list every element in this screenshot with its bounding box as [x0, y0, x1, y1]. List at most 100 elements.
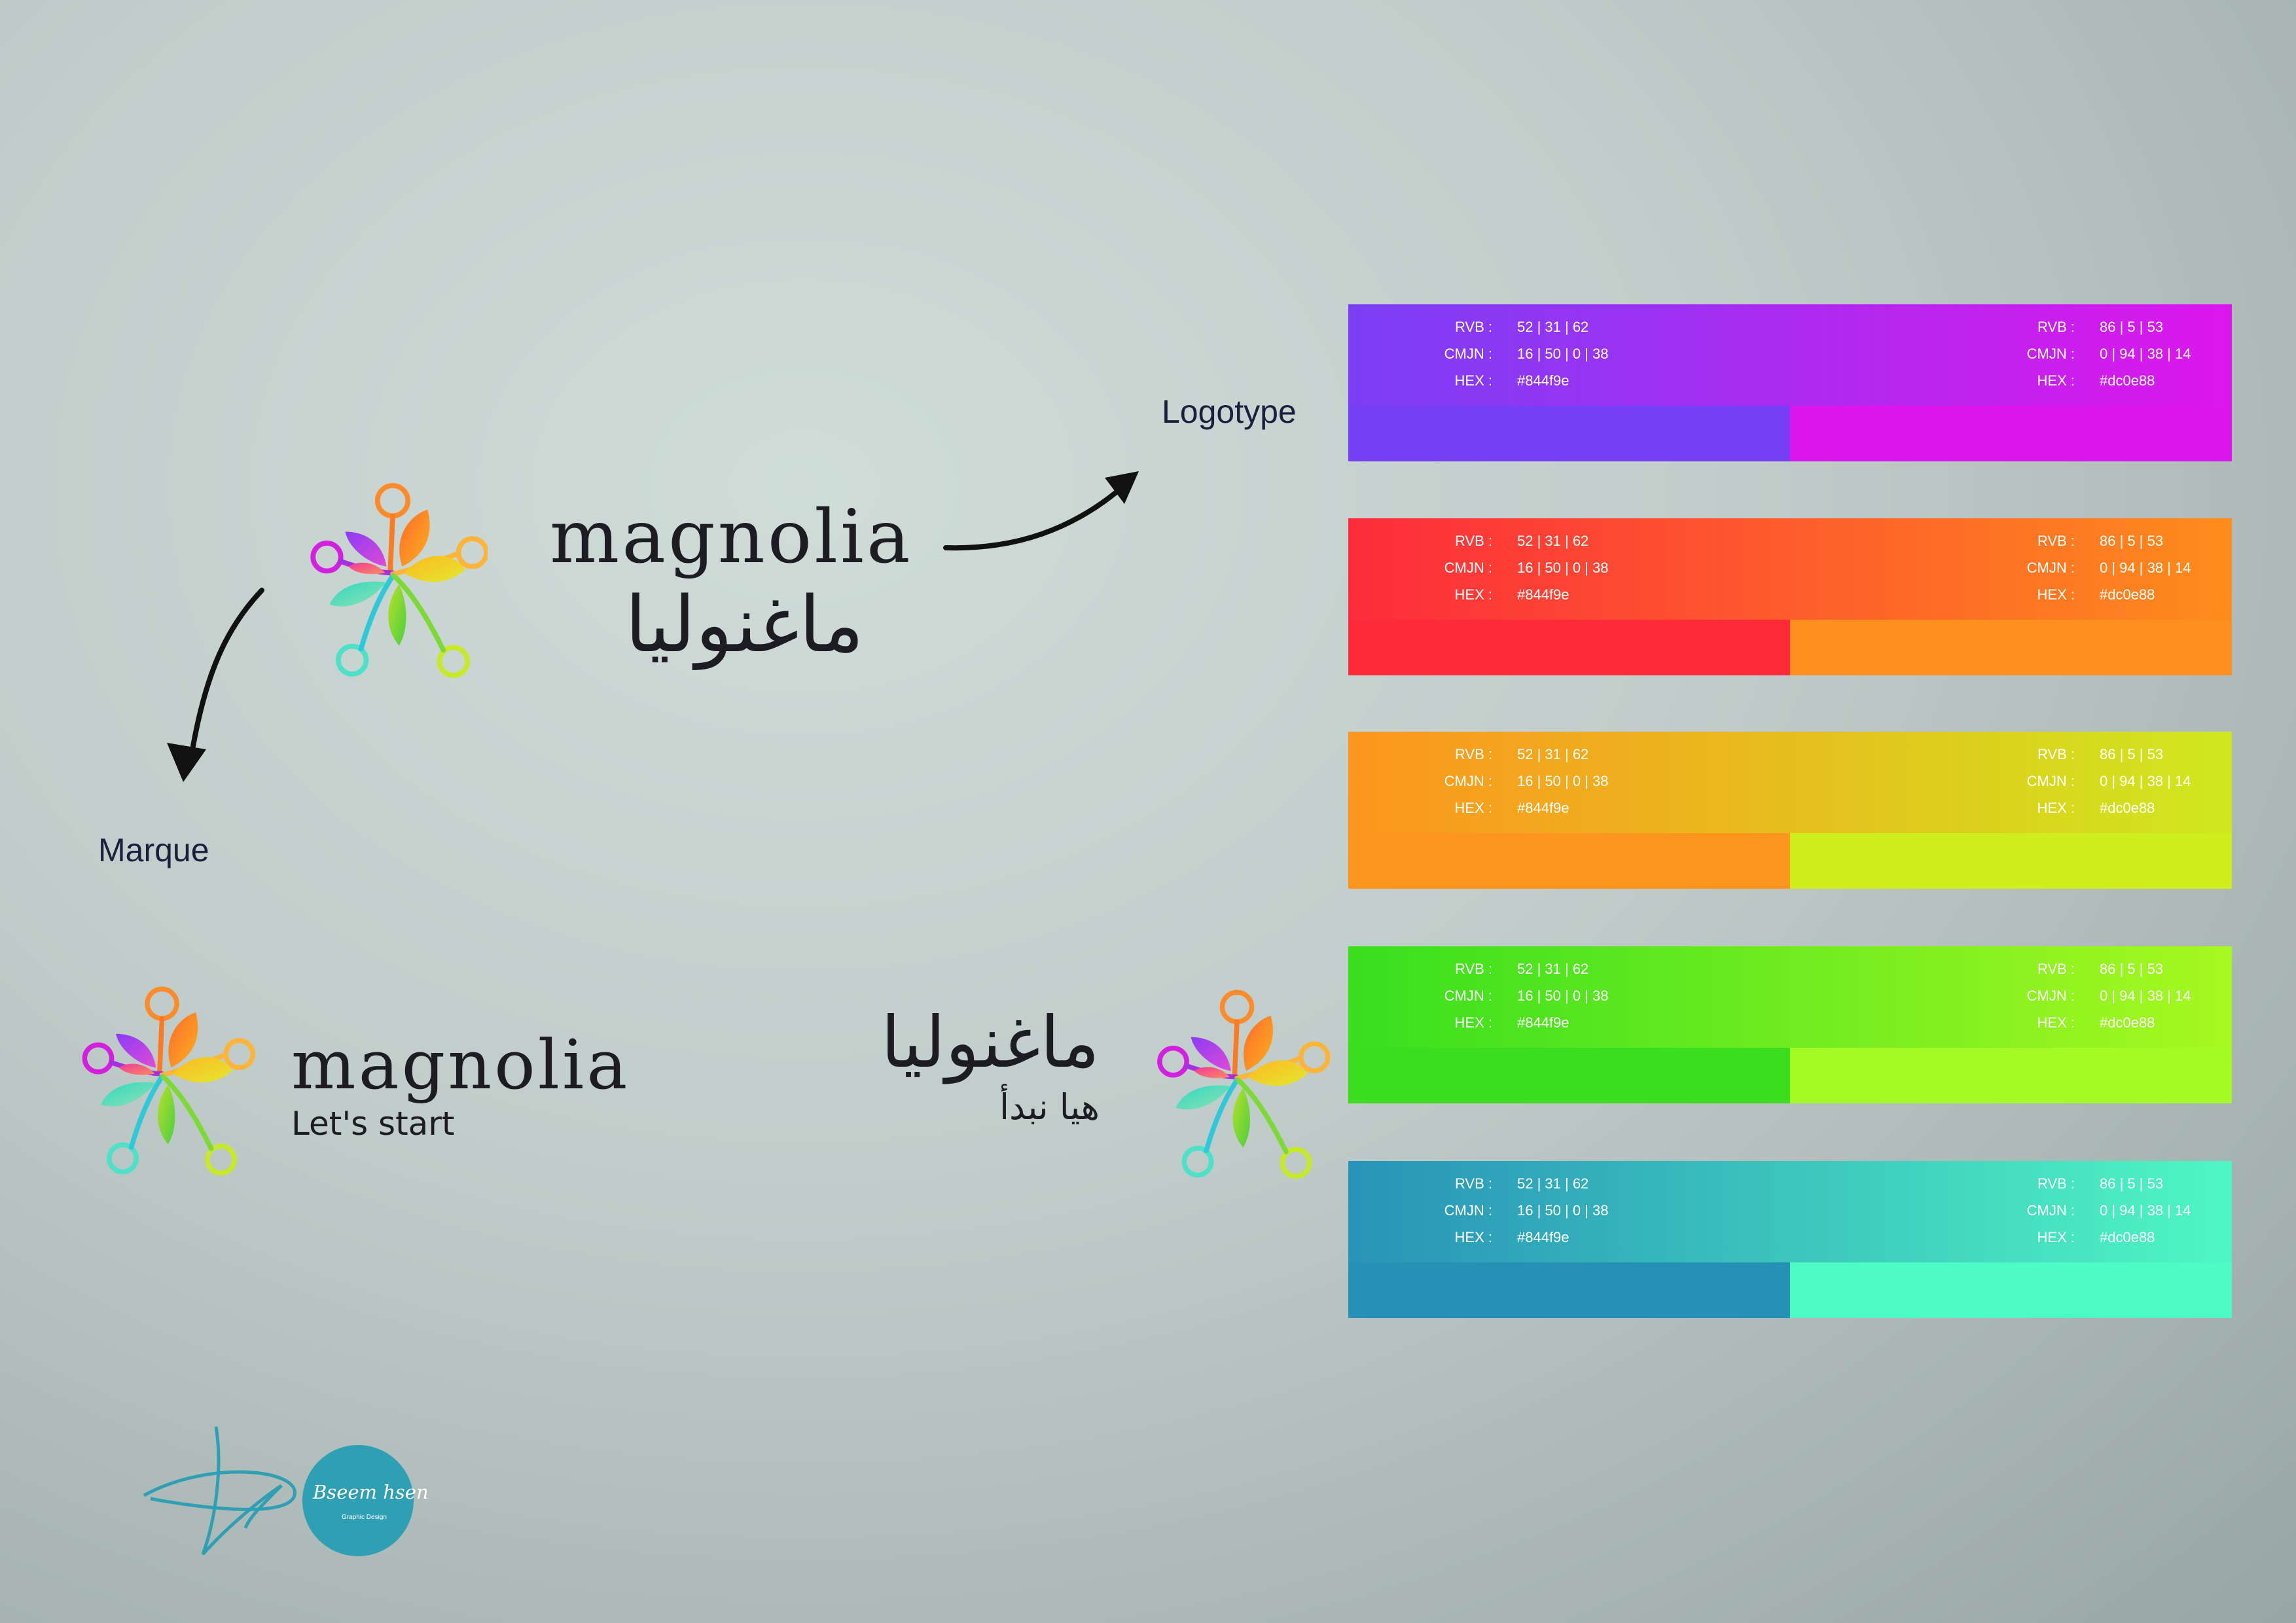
hex-label: HEX : — [2037, 1229, 2075, 1245]
palette-strip: RVB : 52 | 31 | 62 CMJN : 16 | 50 | 0 | 38… — [1348, 946, 2232, 1103]
palette-swatch-right — [1790, 406, 2232, 461]
rvb-value: 52 | 31 | 62 — [1517, 746, 1589, 762]
hex-label: HEX : — [1454, 800, 1492, 816]
marque-label: Marque — [98, 832, 209, 868]
palette-swatch-left — [1348, 1262, 1790, 1318]
hex-label: HEX : — [2037, 586, 2075, 603]
logo-tagline-arabic: هيا نبدأ — [999, 1086, 1100, 1128]
rvb-value: 52 | 31 | 62 — [1517, 1175, 1589, 1192]
palette-values-right: RVB :86 | 5 | 53 CMJN :0 | 94 | 38 | 14 … — [2006, 955, 2191, 1036]
signature-logo: Bseem hsen Graphic Design — [131, 1420, 429, 1564]
cmjn-label: CMJN : — [1444, 1202, 1492, 1219]
logo-wordmark-arabic: ماغنوليا — [625, 579, 864, 669]
cmjn-label: CMJN : — [1444, 346, 1492, 362]
logo-arabic: ماغنوليا هيا نبدأ — [785, 982, 1348, 1185]
flower-logo-icon — [59, 982, 265, 1178]
palette-swatch-left — [1348, 833, 1790, 889]
hex-label: HEX : — [2037, 372, 2075, 389]
palette-gradient — [1348, 518, 2232, 620]
hex-value: #dc0e88 — [2100, 1229, 2155, 1245]
cmjn-value: 0 | 94 | 38 | 14 — [2100, 988, 2191, 1004]
hex-label: HEX : — [2037, 800, 2075, 816]
palette-values-left: RVB : 52 | 31 | 62 CMJN : 16 | 50 | 0 | 38… — [1424, 741, 1609, 821]
hex-value: #dc0e88 — [2100, 1014, 2155, 1031]
rvb-label: RVB : — [2037, 1175, 2075, 1192]
palette-values-right: RVB :86 | 5 | 53 CMJN :0 | 94 | 38 | 14 … — [2006, 527, 2191, 608]
logotype-label: Logotype — [1162, 393, 1297, 430]
hex-value: #844f9e — [1517, 372, 1570, 389]
palette-values-left: RVB : 52 | 31 | 62 CMJN : 16 | 50 | 0 | 38… — [1424, 313, 1609, 394]
cmjn-value: 16 | 50 | 0 | 38 — [1517, 773, 1609, 789]
rvb-label: RVB : — [1454, 319, 1492, 335]
hex-label: HEX : — [2037, 1014, 2075, 1031]
palette-values-left: RVB : 52 | 31 | 62 CMJN : 16 | 50 | 0 | 38… — [1424, 1170, 1609, 1251]
palette-swatch-left — [1348, 620, 1790, 675]
rvb-label: RVB : — [2037, 961, 2075, 977]
rvb-label: RVB : — [1454, 1175, 1492, 1192]
hex-value: #dc0e88 — [2100, 800, 2155, 816]
logo-wordmark-latin: magnolia — [291, 1025, 630, 1105]
cmjn-value: 0 | 94 | 38 | 14 — [2100, 773, 2191, 789]
palette-values-left: RVB : 52 | 31 | 62 CMJN : 16 | 50 | 0 | 38… — [1424, 955, 1609, 1036]
cmjn-value: 16 | 50 | 0 | 38 — [1517, 560, 1609, 576]
palette-strip: RVB : 52 | 31 | 62 CMJN : 16 | 50 | 0 | 38… — [1348, 1161, 2232, 1318]
cmjn-label: CMJN : — [2026, 1202, 2075, 1219]
rvb-label: RVB : — [1454, 961, 1492, 977]
cmjn-value: 16 | 50 | 0 | 38 — [1517, 988, 1609, 1004]
palette-strip: RVB : 52 | 31 | 62 CMJN : 16 | 50 | 0 | 38… — [1348, 732, 2232, 889]
cmjn-label: CMJN : — [2026, 560, 2075, 576]
rvb-label: RVB : — [1454, 746, 1492, 762]
rvb-label: RVB : — [2037, 533, 2075, 549]
cmjn-value: 0 | 94 | 38 | 14 — [2100, 346, 2191, 362]
cmjn-label: CMJN : — [1444, 560, 1492, 576]
palette-gradient — [1348, 304, 2232, 406]
rvb-value: 86 | 5 | 53 — [2100, 533, 2164, 549]
palette-values-right: RVB :86 | 5 | 53 CMJN :0 | 94 | 38 | 14 … — [2006, 741, 2191, 821]
cmjn-label: CMJN : — [1444, 773, 1492, 789]
cmjn-value: 0 | 94 | 38 | 14 — [2100, 560, 2191, 576]
logo-wordmark-arabic: ماغنوليا — [880, 1002, 1100, 1084]
flower-logo-icon — [298, 474, 488, 684]
cmjn-value: 16 | 50 | 0 | 38 — [1517, 346, 1609, 362]
rvb-label: RVB : — [2037, 319, 2075, 335]
rvb-value: 52 | 31 | 62 — [1517, 533, 1589, 549]
hex-label: HEX : — [1454, 372, 1492, 389]
palette-swatch-right — [1790, 1262, 2232, 1318]
logo-wordmark-latin: magnolia — [550, 495, 913, 580]
rvb-value: 86 | 5 | 53 — [2100, 319, 2164, 335]
palette-swatch-right — [1790, 1048, 2232, 1103]
flower-logo-icon — [1139, 985, 1335, 1181]
hex-value: #dc0e88 — [2100, 586, 2155, 603]
palette-swatch-right — [1790, 620, 2232, 675]
rvb-value: 52 | 31 | 62 — [1517, 319, 1589, 335]
rvb-value: 86 | 5 | 53 — [2100, 961, 2164, 977]
hex-label: HEX : — [1454, 586, 1492, 603]
rvb-value: 86 | 5 | 53 — [2100, 1175, 2164, 1192]
palette-values-right: RVB :86 | 5 | 53 CMJN :0 | 94 | 38 | 14 … — [2006, 1170, 2191, 1251]
cmjn-label: CMJN : — [2026, 346, 2075, 362]
palette-gradient — [1348, 946, 2232, 1048]
palette-strip: RVB : 52 | 31 | 62 CMJN : 16 | 50 | 0 | 38… — [1348, 304, 2232, 461]
hex-value: #dc0e88 — [2100, 372, 2155, 389]
palette-swatch-left — [1348, 1048, 1790, 1103]
palette-gradient — [1348, 732, 2232, 833]
hex-label: HEX : — [1454, 1014, 1492, 1031]
hex-label: HEX : — [1454, 1229, 1492, 1245]
signature-name: Bseem hsen — [313, 1481, 429, 1503]
cmjn-label: CMJN : — [1444, 988, 1492, 1004]
signature-scribble-icon — [143, 1426, 296, 1556]
arrow-to-marque-icon — [167, 588, 264, 782]
hex-value: #844f9e — [1517, 1014, 1570, 1031]
palette-values-left: RVB : 52 | 31 | 62 CMJN : 16 | 50 | 0 | 38… — [1424, 527, 1609, 608]
cmjn-label: CMJN : — [2026, 988, 2075, 1004]
rvb-label: RVB : — [2037, 746, 2075, 762]
signature-sub: Graphic Design — [342, 1514, 387, 1521]
palette-swatch-right — [1790, 833, 2232, 889]
logo-horizontal: magnolia Let's start — [59, 982, 627, 1185]
palette-strip: RVB : 52 | 31 | 62 CMJN : 16 | 50 | 0 | 38… — [1348, 518, 2232, 675]
arrow-to-logotype-icon — [943, 471, 1139, 551]
cmjn-value: 0 | 94 | 38 | 14 — [2100, 1202, 2191, 1219]
hex-value: #844f9e — [1517, 1229, 1570, 1245]
cmjn-value: 16 | 50 | 0 | 38 — [1517, 1202, 1609, 1219]
rvb-value: 52 | 31 | 62 — [1517, 961, 1589, 977]
